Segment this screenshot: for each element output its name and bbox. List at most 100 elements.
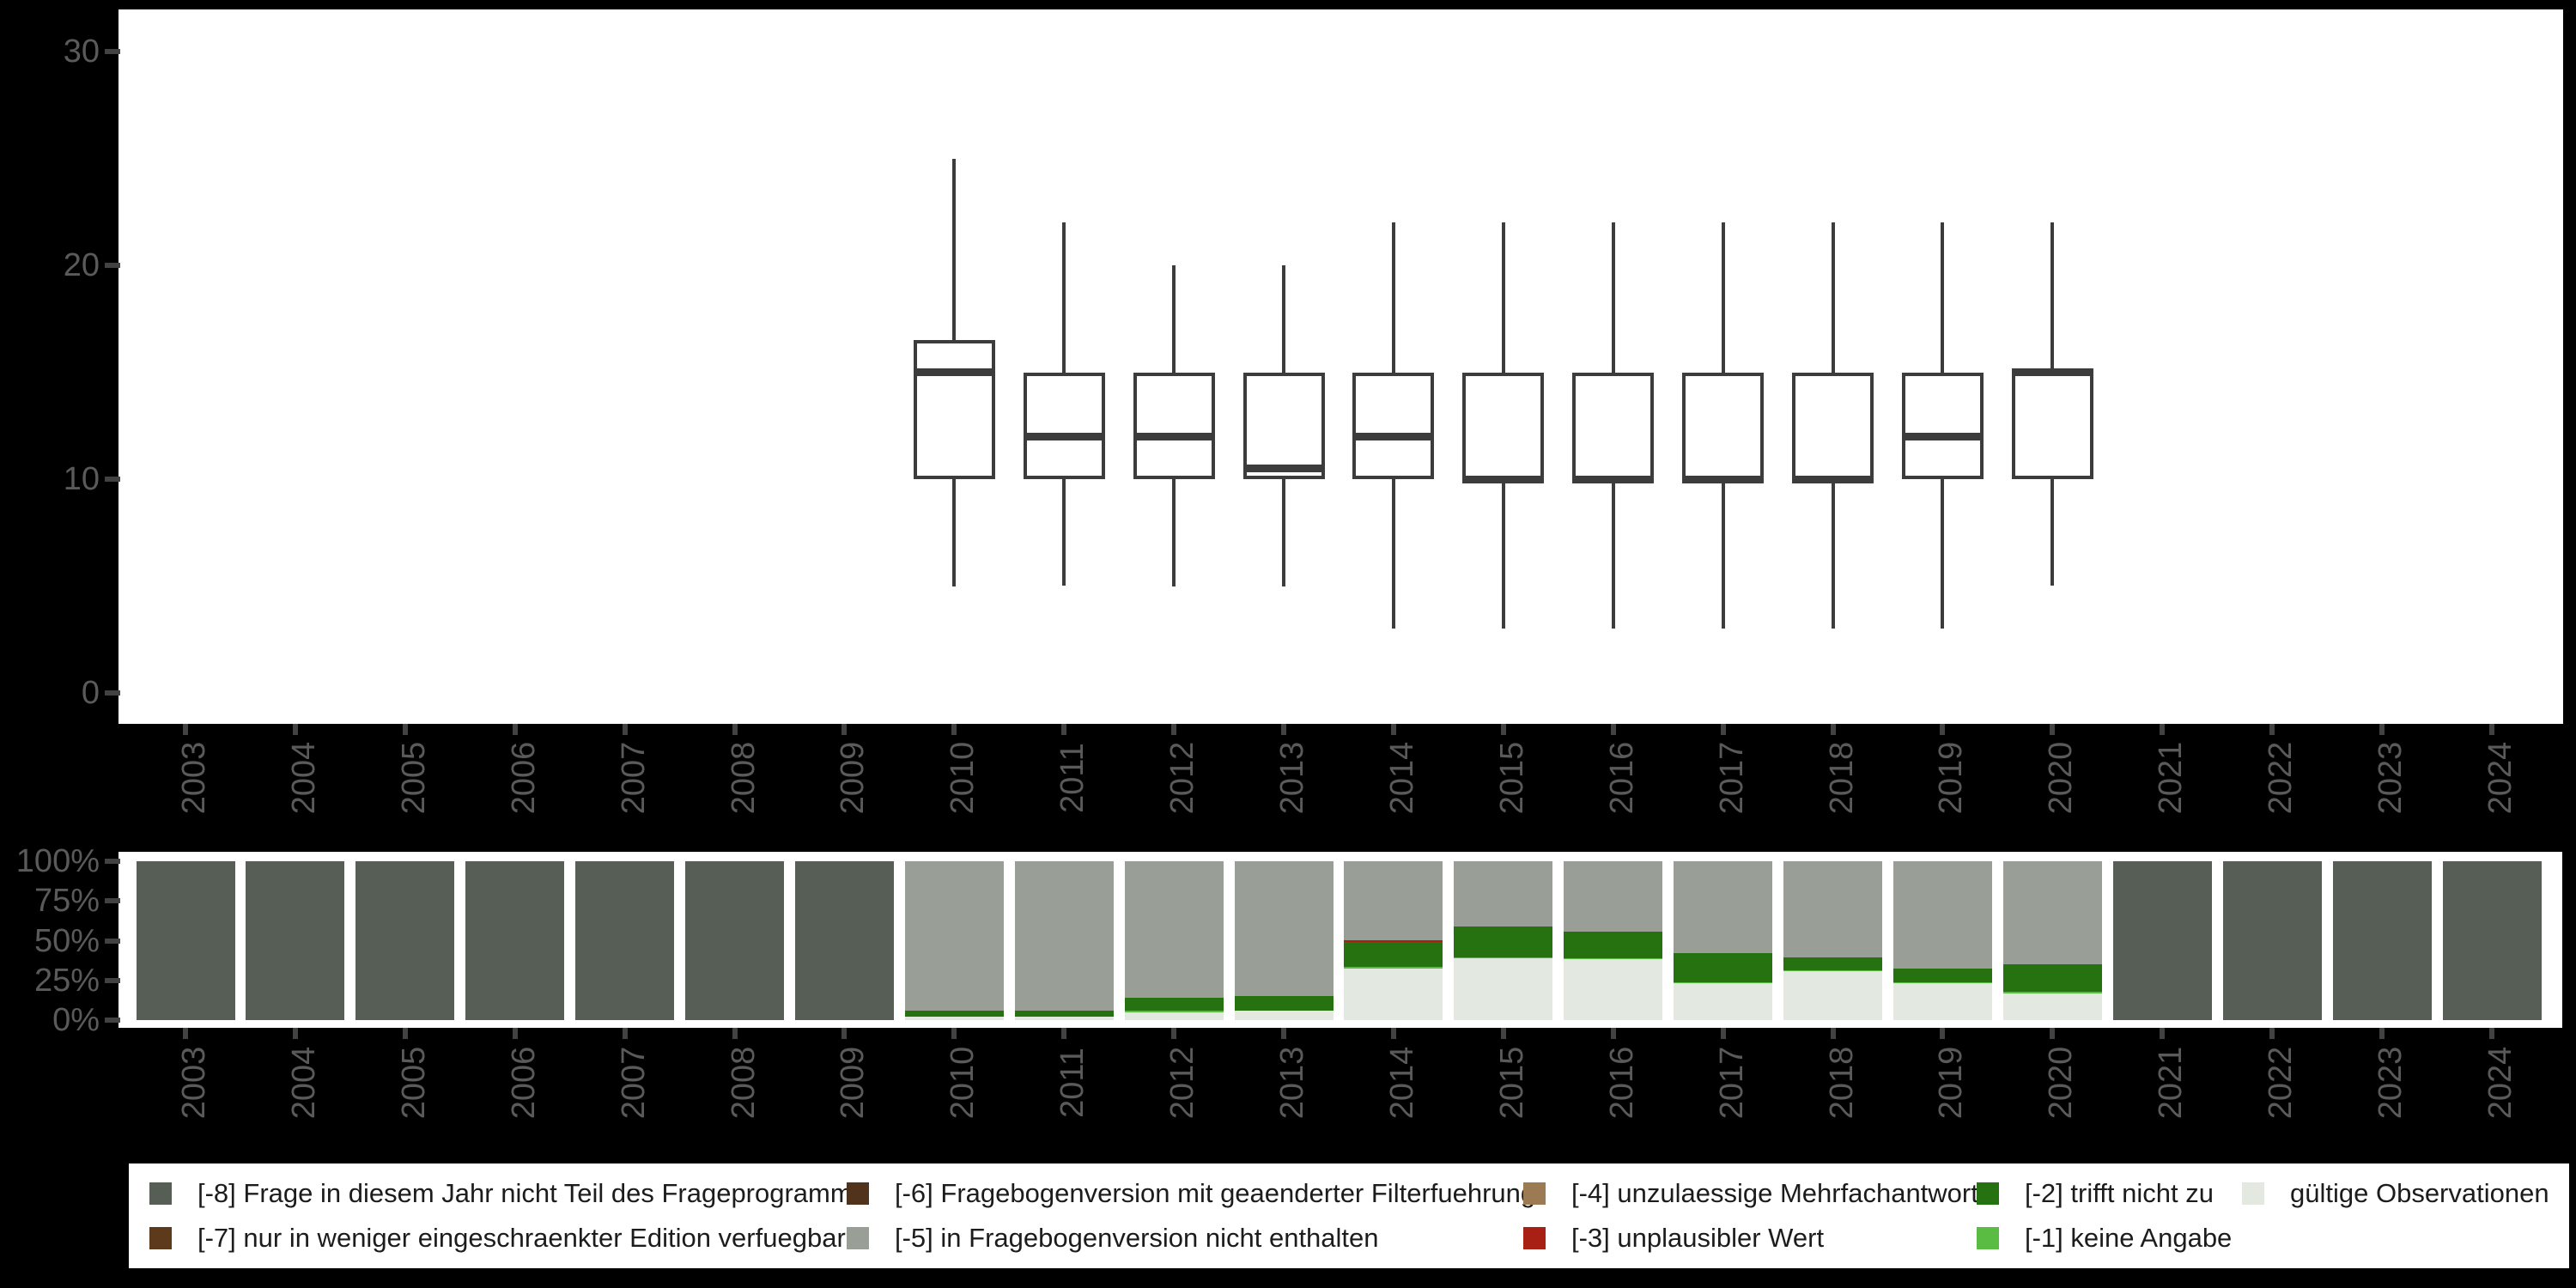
boxplot-xtick [1830, 724, 1836, 735]
bar-segment-valid [1783, 971, 1883, 1020]
box-iqr [1352, 372, 1435, 479]
boxplot-xtick-label: 2016 [1603, 741, 1640, 815]
median-line [1901, 432, 1984, 440]
bar-segment-valid [1014, 1017, 1114, 1020]
box-iqr [1901, 372, 1984, 479]
barchart-xtick [2379, 1028, 2385, 1039]
bar-segment--8 [685, 861, 785, 1020]
barchart-xtick-label: 2003 [176, 1046, 212, 1120]
barchart-xtick-label: 2016 [1603, 1046, 1640, 1120]
legend-item--2: [-2] trifft nicht zu [1977, 1178, 2214, 1208]
barchart-ytick-label: 0% [52, 1002, 100, 1038]
bar-segment--5 [2002, 861, 2102, 964]
boxplot-ytick-label: 10 [63, 461, 100, 497]
barchart-xtick-label: 2013 [1274, 1046, 1311, 1120]
bar-segment--1 [1454, 957, 1553, 959]
barchart-xtick-label: 2022 [2263, 1046, 2300, 1120]
bar-segment--1 [1564, 958, 1663, 960]
barchart-xtick [2160, 1028, 2166, 1039]
barchart-xtick [1830, 1028, 1836, 1039]
bar-segment--8 [355, 861, 455, 1020]
barchart-ytick-label: 75% [33, 883, 100, 920]
box-iqr [1133, 372, 1215, 479]
median-line [1023, 432, 1105, 440]
barchart-xtick [1720, 1028, 1726, 1039]
barchart-xtick [1940, 1028, 1946, 1039]
legend-label--4: [-4] unzulaessige Mehrfachantwort [1571, 1178, 1978, 1208]
boxplot-xtick [292, 724, 298, 735]
barchart-xtick [1390, 1028, 1396, 1039]
barchart-xtick-label: 2008 [725, 1046, 762, 1120]
barchart-xtick [1610, 1028, 1616, 1039]
barchart-xtick [622, 1028, 628, 1039]
boxplot-xtick [1940, 724, 1946, 735]
barchart-xtick [183, 1028, 188, 1039]
boxplot-xtick-label: 2014 [1383, 741, 1420, 815]
bar-segment--8 [2332, 861, 2432, 1020]
legend-label--1: [-1] keine Angabe [2025, 1223, 2233, 1253]
median-line [1133, 432, 1215, 440]
bar-segment--2 [1454, 926, 1553, 957]
legend-swatch--1 [1977, 1227, 1999, 1250]
barchart-xtick-label: 2005 [395, 1046, 432, 1120]
barchart-xtick-label: 2010 [945, 1046, 981, 1120]
boxplot-xtick-label: 2010 [945, 741, 981, 815]
barchart-xtick-label: 2015 [1493, 1046, 1530, 1120]
barchart-xtick [2489, 1028, 2494, 1039]
barchart-ytick [105, 977, 120, 983]
boxplot-ytick [105, 477, 120, 482]
legend-swatch--2 [1977, 1182, 1999, 1206]
box-iqr [2011, 372, 2093, 479]
bar-segment--8 [465, 861, 565, 1020]
barchart-xtick-label: 2018 [1823, 1046, 1860, 1120]
boxplot-xtick-label: 2019 [1933, 741, 1970, 815]
legend-label--7: [-7] nur in weniger eingeschraenkter Edi… [197, 1223, 846, 1253]
legend-label--8: [-8] Frage in diesem Jahr nicht Teil des… [197, 1178, 866, 1208]
barchart-xtick [841, 1028, 848, 1039]
median-line [1242, 465, 1325, 473]
barchart-xtick [1281, 1028, 1287, 1039]
boxplot-xtick [622, 724, 628, 735]
bar-segment-valid [1344, 969, 1443, 1020]
box-iqr [1572, 372, 1655, 479]
boxplot-xtick-label: 2004 [285, 741, 322, 815]
box-iqr [1023, 372, 1105, 479]
barchart-ytick-label: 50% [33, 922, 100, 959]
legend-label--2: [-2] trifft nicht zu [2025, 1178, 2214, 1208]
barchart-xtick [732, 1028, 738, 1039]
bar-segment-valid [1564, 959, 1663, 1020]
legend-item--5: [-5] in Fragebogenversion nicht enthalte… [847, 1223, 1379, 1253]
legend-item-valid: gültige Observationen [2242, 1178, 2549, 1208]
barchart-xtick-label: 2019 [1933, 1046, 1970, 1120]
boxplot-xtick [183, 724, 188, 735]
boxplot-ytick [105, 263, 120, 268]
median-line [1462, 475, 1545, 483]
bar-segment--5 [1454, 861, 1553, 927]
median-line [1682, 475, 1765, 483]
boxplot-ytick [105, 690, 120, 696]
bar-segment--5 [1674, 861, 1773, 953]
barchart-xtick-label: 2024 [2482, 1046, 2518, 1120]
bar-segment--1 [1124, 1010, 1224, 1012]
bar-segment--8 [575, 861, 675, 1020]
bar-segment--8 [136, 861, 235, 1020]
boxplot-xtick [841, 724, 848, 735]
boxplot-xtick [1720, 724, 1726, 735]
boxplot-xtick-label: 2008 [725, 741, 762, 815]
barchart-xtick [951, 1028, 957, 1039]
boxplot-xtick [1061, 724, 1067, 735]
box-iqr [1792, 372, 1874, 479]
boxplot-xtick-label: 2024 [2482, 741, 2518, 815]
box-iqr [1242, 372, 1325, 479]
barchart-ytick-label: 100% [15, 843, 100, 879]
bar-segment--5 [904, 861, 1004, 1011]
bar-segment-valid [2002, 993, 2102, 1020]
boxplot-ytick [105, 49, 120, 54]
bar-segment--1 [1674, 982, 1773, 984]
barchart-xtick-label: 2017 [1713, 1046, 1750, 1120]
legend-item--6: [-6] Fragebogenversion mit geaenderter F… [847, 1178, 1535, 1208]
bar-segment--5 [1344, 861, 1443, 941]
boxplot-xtick-label: 2013 [1274, 741, 1311, 815]
legend-swatch--7 [149, 1227, 172, 1250]
barchart-xtick-label: 2023 [2372, 1046, 2409, 1120]
